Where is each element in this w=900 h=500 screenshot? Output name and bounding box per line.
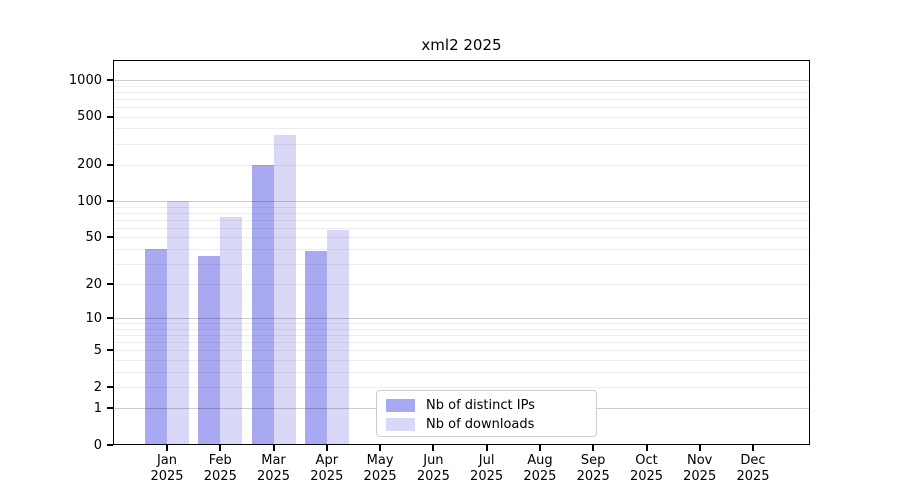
x-tick-label: Nov 2025 bbox=[683, 453, 717, 484]
x-tick-label: Aug 2025 bbox=[523, 453, 557, 484]
legend-label-downloads: Nb of downloads bbox=[426, 417, 535, 432]
gridline-minor bbox=[114, 263, 809, 265]
gridline-minor bbox=[114, 387, 809, 388]
gridline-minor bbox=[114, 98, 809, 100]
bar-downloads bbox=[167, 201, 189, 445]
y-tick bbox=[107, 407, 113, 410]
y-tick bbox=[107, 236, 113, 239]
gridline-minor bbox=[114, 248, 809, 250]
x-tick bbox=[592, 445, 595, 451]
gridline-major bbox=[114, 80, 809, 81]
gridline-major bbox=[114, 201, 809, 203]
legend: Nb of distinct IPs Nb of downloads bbox=[376, 390, 597, 437]
x-tick bbox=[325, 445, 328, 451]
y-tick-label: 10 bbox=[85, 310, 102, 326]
y-tick bbox=[107, 317, 113, 320]
x-tick bbox=[166, 445, 168, 451]
y-tick-label: 200 bbox=[77, 157, 102, 173]
gridline-minor bbox=[114, 284, 809, 286]
y-tick bbox=[107, 283, 113, 286]
gridline-minor bbox=[114, 323, 809, 325]
x-tick-label: Feb 2025 bbox=[203, 453, 237, 484]
y-tick bbox=[107, 163, 113, 166]
x-tick-label: Jan 2025 bbox=[150, 453, 184, 484]
x-tick-label: Oct 2025 bbox=[629, 453, 664, 484]
legend-label-distinct-ips: Nb of distinct IPs bbox=[426, 398, 535, 413]
y-tick-label: 500 bbox=[77, 109, 102, 124]
gridline-major bbox=[114, 318, 809, 320]
gridline-minor bbox=[114, 143, 809, 145]
y-tick-label: 1 bbox=[93, 400, 102, 416]
y-tick bbox=[107, 115, 113, 118]
y-tick bbox=[107, 444, 113, 446]
legend-swatch-downloads bbox=[386, 418, 415, 431]
gridline-minor bbox=[114, 91, 809, 93]
gridline-minor bbox=[114, 212, 809, 214]
x-tick bbox=[272, 445, 275, 451]
bar-downloads bbox=[220, 216, 243, 445]
y-tick-label: 20 bbox=[85, 276, 102, 292]
bar-distinct-ips bbox=[251, 164, 274, 445]
x-tick bbox=[752, 445, 754, 451]
x-tick-label: Jun 2025 bbox=[416, 453, 450, 484]
gridline-minor bbox=[114, 164, 809, 166]
y-tick bbox=[107, 349, 113, 352]
y-tick-label: 2 bbox=[93, 379, 102, 395]
y-tick-label: 0 bbox=[93, 437, 102, 453]
x-tick bbox=[645, 445, 648, 451]
y-tick-label: 1000 bbox=[68, 72, 102, 88]
x-tick-label: Jul 2025 bbox=[470, 453, 504, 484]
gridline-minor bbox=[114, 237, 809, 239]
bar-distinct-ips bbox=[198, 255, 221, 445]
gridline-minor bbox=[114, 360, 809, 361]
gridline-minor bbox=[114, 328, 809, 330]
gridline-minor bbox=[114, 116, 809, 118]
y-tick bbox=[107, 200, 113, 203]
legend-swatch-distinct-ips bbox=[386, 399, 415, 412]
bar-distinct-ips bbox=[304, 251, 327, 445]
x-tick bbox=[219, 445, 222, 451]
gridline-minor bbox=[114, 371, 809, 373]
y-tick-label: 50 bbox=[85, 229, 102, 245]
x-tick-label: Dec 2025 bbox=[736, 453, 770, 484]
gridline-minor bbox=[114, 106, 809, 108]
gridline-minor bbox=[114, 128, 809, 130]
x-tick-label: Mar 2025 bbox=[256, 453, 291, 484]
gridline-minor bbox=[114, 342, 809, 344]
bar-downloads bbox=[273, 135, 296, 445]
gridline-minor bbox=[114, 219, 809, 221]
y-tick-label: 5 bbox=[93, 342, 102, 358]
gridline-minor bbox=[114, 335, 809, 337]
chart-title: xml2 2025 bbox=[421, 36, 502, 54]
legend-entry-downloads: Nb of downloads bbox=[386, 415, 587, 434]
bar-distinct-ips bbox=[145, 248, 167, 445]
x-tick bbox=[698, 445, 701, 451]
gridline-minor bbox=[114, 85, 809, 87]
x-tick bbox=[432, 445, 435, 451]
x-tick-label: May 2025 bbox=[363, 453, 397, 484]
x-tick bbox=[485, 445, 488, 451]
gridline-minor bbox=[114, 227, 809, 229]
y-tick-label: 100 bbox=[77, 193, 102, 209]
x-tick bbox=[379, 445, 382, 451]
gridline-minor bbox=[114, 206, 809, 208]
y-tick bbox=[107, 79, 113, 81]
bar-downloads bbox=[326, 229, 349, 445]
y-tick bbox=[107, 386, 113, 388]
x-tick-label: Sep 2025 bbox=[576, 453, 610, 484]
x-tick-label: Apr 2025 bbox=[310, 453, 344, 484]
gridline-minor bbox=[114, 350, 809, 352]
legend-entry-distinct-ips: Nb of distinct IPs bbox=[386, 396, 587, 415]
x-tick bbox=[538, 445, 541, 451]
